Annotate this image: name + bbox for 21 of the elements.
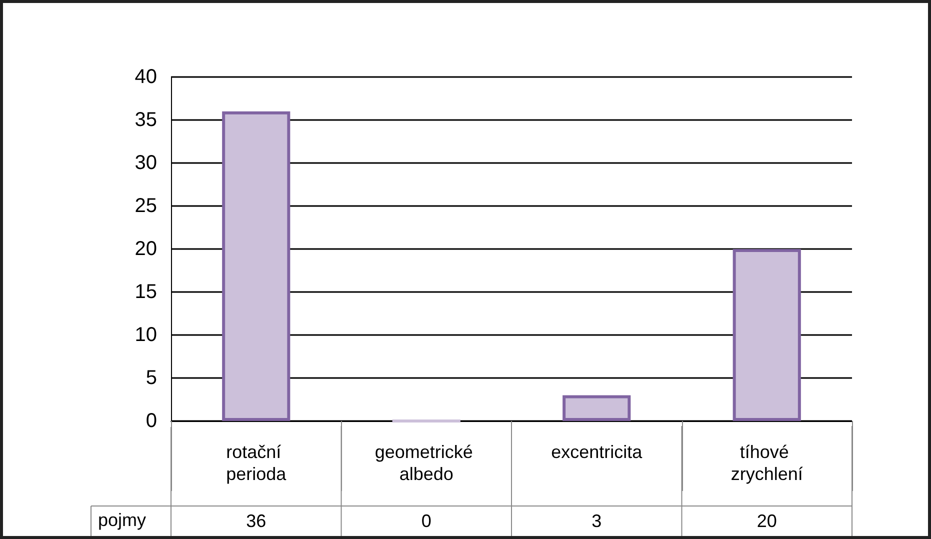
y-tick-label: 25 (134, 195, 157, 217)
text: pojmy (98, 510, 146, 530)
bar (732, 249, 801, 421)
x-tick-label: geometrické albedo (374, 442, 478, 484)
x-tick-label: tíhové zrychlení (730, 442, 803, 484)
y-tick-label: 5 (146, 367, 157, 389)
y-tick-label: 35 (134, 109, 157, 131)
y-tick-label: 0 (146, 410, 157, 432)
bar (562, 395, 631, 421)
x-tick-label: excentricita (551, 442, 644, 462)
data-label: 36 (246, 511, 266, 531)
y-tick-label: 10 (134, 324, 157, 346)
y-tick-label: 15 (134, 281, 157, 303)
x-tick-label: rotační perioda (226, 442, 288, 484)
y-tick-label: 30 (134, 152, 157, 174)
data-label: 3 (592, 511, 602, 531)
data-label: 0 (421, 511, 432, 531)
data-label: 20 (756, 511, 777, 531)
y-tick-label: 40 (134, 66, 157, 88)
bar (222, 111, 290, 421)
y-tick-label: 20 (134, 238, 157, 260)
